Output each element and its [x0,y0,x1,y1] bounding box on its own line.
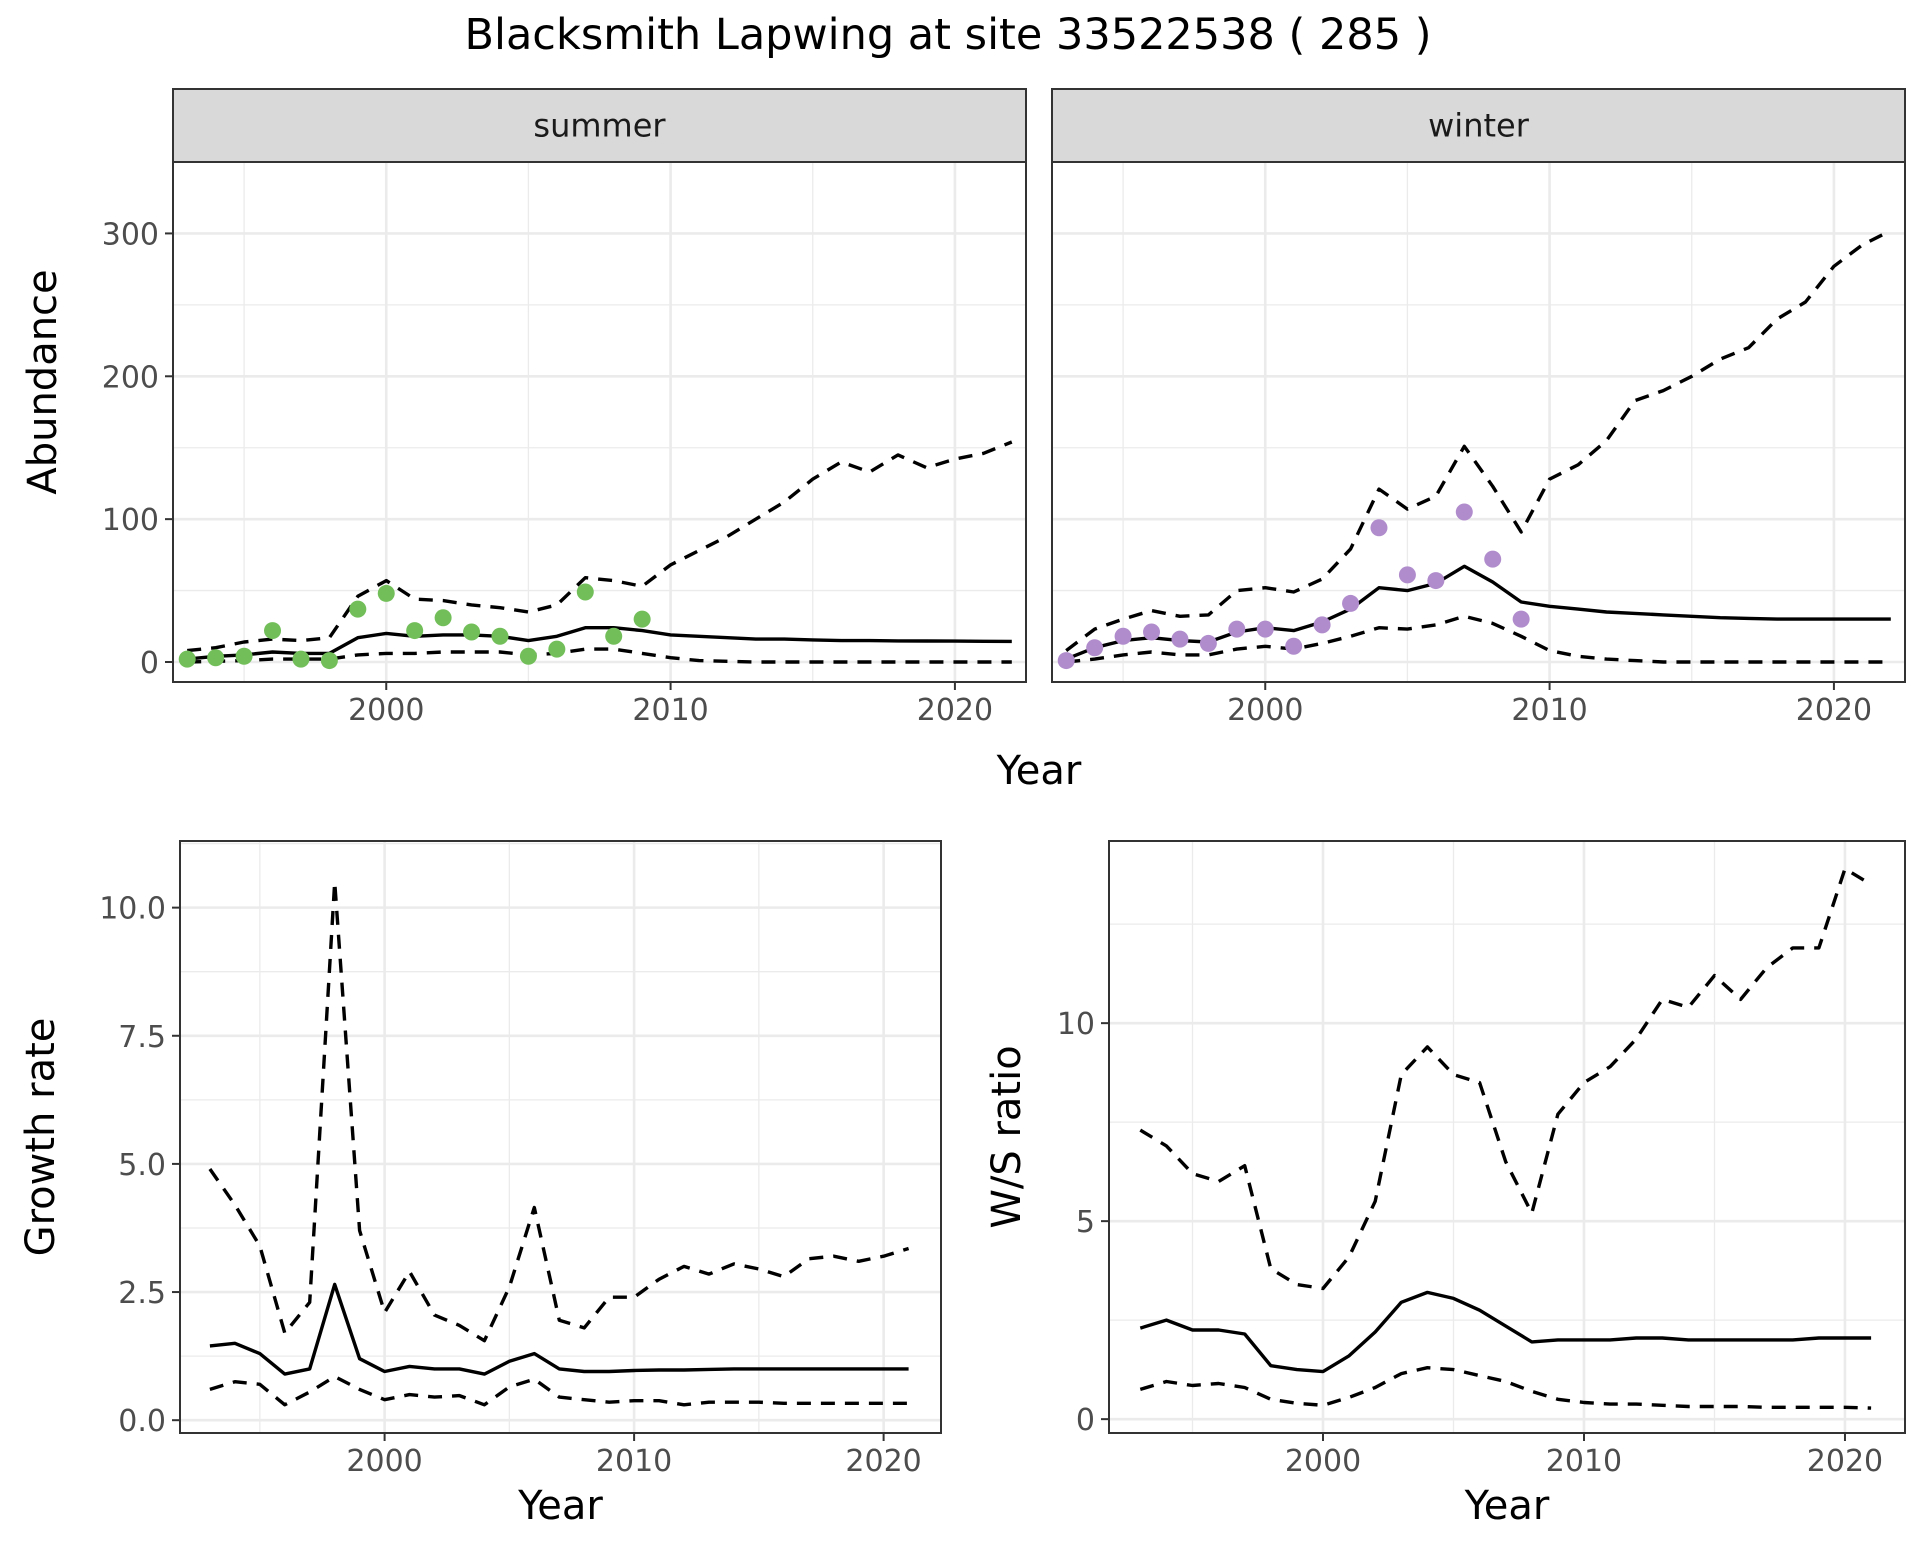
facet-strip [1051,88,1906,163]
panel-winter: winter 2000 2010 2020 [1051,88,1906,728]
x-tick-label: 2020 [1807,1444,1883,1479]
observed-point [1484,550,1502,568]
y-axis-title: W/S ratio [984,1045,1030,1228]
x-axis-title: Year [996,748,1082,794]
y-tick-label: 7.5 [118,1020,166,1055]
observed-point [548,640,566,658]
observed-point [1342,594,1360,612]
panel-panel-4: 2000 2010 2020 0 5 10 Year W/S ratio [984,840,1906,1529]
panel-border [172,161,1027,683]
estimate-line [187,626,1012,661]
x-tick-label: 2010 [632,693,708,728]
facet-label: winter [1428,107,1530,145]
observed-point [519,647,537,665]
observed-point [1455,503,1473,521]
lower-line [1139,1365,1872,1410]
panel-panel-3: 2000 2010 2020 0.0 2.5 5.0 7.5 10.0 Year Growth r… [18,840,942,1529]
y-tick-label: 0.0 [118,1404,166,1439]
y-tick-label: 2.5 [118,1276,166,1311]
y-tick-label: 300 [102,217,159,252]
observed-point [605,627,623,645]
observed-point [1256,620,1274,638]
x-tick-label: 2020 [845,1444,921,1479]
observed-point [377,584,395,602]
x-tick-label: 2000 [1227,693,1303,728]
panel-border [1051,161,1906,683]
estimate-line [209,1282,909,1376]
x-tick-label: 2000 [348,693,424,728]
observed-point [235,647,253,665]
observed-point [349,600,367,618]
observed-point [1114,627,1132,645]
upper-line [208,880,910,1343]
upper-line [1139,867,1872,1291]
x-tick-label: 2000 [346,1444,422,1479]
observed-point [1228,620,1246,638]
observed-point [1398,566,1416,584]
observed-point [292,650,310,668]
observed-point [1086,639,1104,657]
estimate-line [1065,564,1891,661]
panel-border [179,840,942,1434]
y-tick-label: 10 [1057,1007,1095,1042]
observed-point [1512,610,1530,628]
observed-point [491,627,509,645]
x-tick-label: 2010 [1546,1444,1622,1479]
y-tick-label: 0 [140,646,159,681]
observed-point [463,623,481,641]
lower-line [209,1374,909,1407]
x-tick-label: 2010 [1511,693,1587,728]
facet-strip [172,88,1027,163]
panel-border [1108,840,1906,1434]
observed-point [576,583,594,601]
estimate-line [1139,1290,1872,1374]
observed-point [1199,634,1217,652]
observed-point [1171,630,1189,648]
x-axis-title: Year [517,1483,603,1529]
observed-point [178,650,196,668]
x-axis-title: Year [1464,1483,1550,1529]
observed-point [1313,616,1331,634]
observed-point [1427,572,1445,590]
facet-label: summer [533,107,666,145]
observed-point [1143,623,1161,641]
observed-point [406,622,424,640]
y-tick-label: 0 [1076,1403,1095,1438]
y-tick-label: 5 [1076,1205,1095,1240]
y-tick-label: 200 [102,360,159,395]
x-tick-label: 2010 [596,1444,672,1479]
y-axis-title: Abundance [20,269,66,494]
observed-point [1285,637,1303,655]
observed-point [320,652,338,670]
upper-line [187,440,1013,653]
observed-point [264,622,282,640]
y-tick-label: 10.0 [99,892,166,927]
observed-point [434,609,452,627]
lower-line [187,647,1012,664]
observed-point [207,649,225,667]
y-tick-label: 100 [102,503,159,538]
lower-line [1066,614,1891,664]
observed-point [1057,652,1075,670]
observed-point [1370,519,1388,537]
x-tick-label: 2000 [1285,1444,1361,1479]
x-tick-label: 2020 [917,693,993,728]
y-axis-title: Growth rate [18,1018,64,1257]
panel-summer: summer 2000 2010 2020 0 100 200 300 Abundance Yea… [20,88,1082,794]
figure-title: Blacksmith Lapwing at site 33522538 ( 28… [465,10,1432,60]
observed-point [633,610,651,628]
x-tick-label: 2020 [1796,693,1872,728]
upper-line [1065,229,1892,652]
y-tick-label: 5.0 [118,1148,166,1183]
